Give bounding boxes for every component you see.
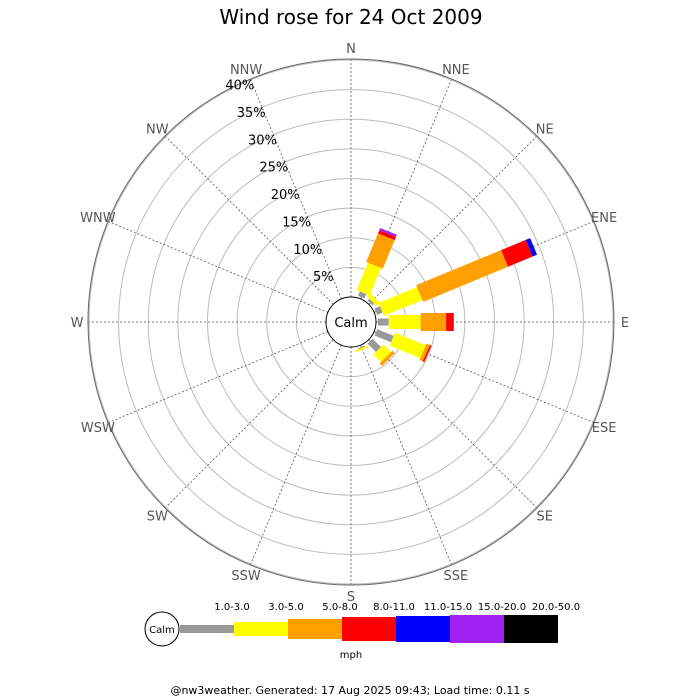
calm-label: Calm	[334, 316, 367, 331]
direction-label-s: S	[347, 590, 355, 605]
direction-label-wsw: WSW	[81, 421, 115, 436]
calm-circle	[325, 296, 377, 348]
ring-label: 10%	[293, 243, 322, 258]
legend-swatch-3.0-5.0	[234, 622, 288, 636]
legend-swatch-5.0-8.0	[288, 619, 342, 639]
direction-label-ene: ENE	[591, 211, 617, 226]
spoke-se	[368, 339, 537, 508]
bar-ene-1.0-3.0	[374, 306, 383, 315]
spoke-nne	[360, 79, 452, 300]
spoke-ese	[373, 331, 594, 423]
legend-swatch-8.0-11.0	[342, 617, 396, 641]
ring-label: 20%	[271, 188, 300, 203]
legend-bin-label: 3.0-5.0	[268, 602, 303, 613]
bar-ne-3.0-5.0	[366, 292, 381, 307]
ring-label: 40%	[225, 79, 254, 94]
legend-swatch-11.0-15.0	[396, 616, 450, 642]
direction-labels: N NNE NE ENE E ESE SE SSE S SSW SW WSW W WNW NW NNW	[71, 42, 630, 605]
ring-label: 35%	[237, 106, 266, 121]
direction-label-sse: SSE	[444, 569, 469, 584]
bar-ese-3.0-5.0	[389, 332, 426, 359]
chart-title: Wind rose for 24 Oct 2009	[219, 5, 482, 29]
legend-swatch-20.0-50.0	[504, 615, 558, 643]
direction-label-se: SE	[536, 510, 552, 525]
spoke-ssw	[250, 344, 342, 565]
bar-nne-5.0-8.0	[366, 233, 395, 269]
legend-bin-label: 5.0-8.0	[322, 602, 357, 613]
spoke-wsw	[108, 331, 329, 423]
spoke-ne	[368, 136, 537, 305]
bar-ene-3.0-5.0	[378, 287, 423, 316]
legend-swatch-1.0-3.0	[180, 625, 234, 633]
spoke-sse	[360, 344, 452, 565]
bar-se-1.0-3.0	[367, 338, 381, 352]
bar-nne-3.0-5.0	[356, 262, 381, 296]
ring-label: 15%	[282, 216, 311, 231]
bar-ene-11.0-15.0	[525, 238, 538, 257]
bar-sse-3.0-5.0	[355, 345, 369, 353]
spoke-ene	[373, 221, 594, 313]
direction-label-nw: NW	[146, 122, 169, 137]
ring-labels: 5% 10% 15% 20% 25% 30% 35% 40%	[225, 79, 333, 286]
ring-20	[207, 178, 495, 466]
direction-label-ese: ESE	[592, 421, 617, 436]
direction-label-nne: NNE	[442, 63, 470, 78]
bar-nne-1.0-3.0	[358, 291, 367, 299]
bar-ese-1.0-3.0	[374, 329, 394, 343]
spoke-nnw	[250, 79, 342, 300]
ring-label: 25%	[259, 161, 288, 176]
spoke-nw	[165, 136, 334, 305]
legend-bin-label: 20.0-50.0	[532, 602, 580, 613]
bar-ene-8.0-11.0	[501, 239, 533, 267]
spoke-sw	[165, 339, 334, 508]
bar-nne-15.0-20.0	[379, 227, 397, 238]
legend-calm-circle	[144, 611, 180, 647]
direction-label-ssw: SSW	[231, 569, 261, 584]
bar-ese-5.0-8.0	[419, 343, 430, 362]
bar-ese-8.0-11.0	[422, 344, 432, 363]
direction-label-nnw: NNW	[230, 63, 262, 78]
legend-swatch-15.0-20.0	[450, 615, 504, 643]
footer-text: @nw3weather. Generated: 17 Aug 2025 09:4…	[170, 684, 529, 697]
direction-label-ne: NE	[536, 122, 554, 137]
direction-label-wnw: WNW	[80, 211, 116, 226]
bar-se-3.0-5.0	[373, 344, 391, 362]
ring-label: 30%	[248, 133, 277, 148]
bar-sse-1.0-3.0	[358, 345, 365, 350]
bar-nne-8.0-11.0	[377, 230, 396, 241]
legend-bin-label: 8.0-11.0	[373, 602, 415, 613]
legend-bin-label: 1.0-3.0	[214, 602, 249, 613]
outer-ring	[87, 58, 615, 586]
bar-se-5.0-8.0	[379, 350, 395, 366]
direction-spokes	[89, 60, 613, 584]
spoke-wnw	[108, 221, 329, 313]
legend-bin-label: 11.0-15.0	[424, 602, 472, 613]
legend-bin-label: 15.0-20.0	[478, 602, 526, 613]
speed-legend: Calm 1.0-3.0 3.0-5.0 5.0-8.0 8.0-11.0 11.0-15…	[144, 602, 580, 661]
wind-bars	[355, 227, 538, 366]
ring-label: 5%	[313, 270, 334, 285]
direction-label-sw: SW	[147, 510, 168, 525]
direction-label-n: N	[346, 42, 356, 57]
direction-label-w: W	[71, 316, 84, 331]
bar-ene-5.0-8.0	[416, 250, 509, 302]
ring-35	[118, 89, 584, 555]
bar-ne-1.0-3.0	[367, 298, 375, 306]
legend-calm-label: Calm	[149, 625, 175, 636]
legend-unit: mph	[340, 650, 362, 661]
direction-label-e: E	[621, 316, 629, 331]
